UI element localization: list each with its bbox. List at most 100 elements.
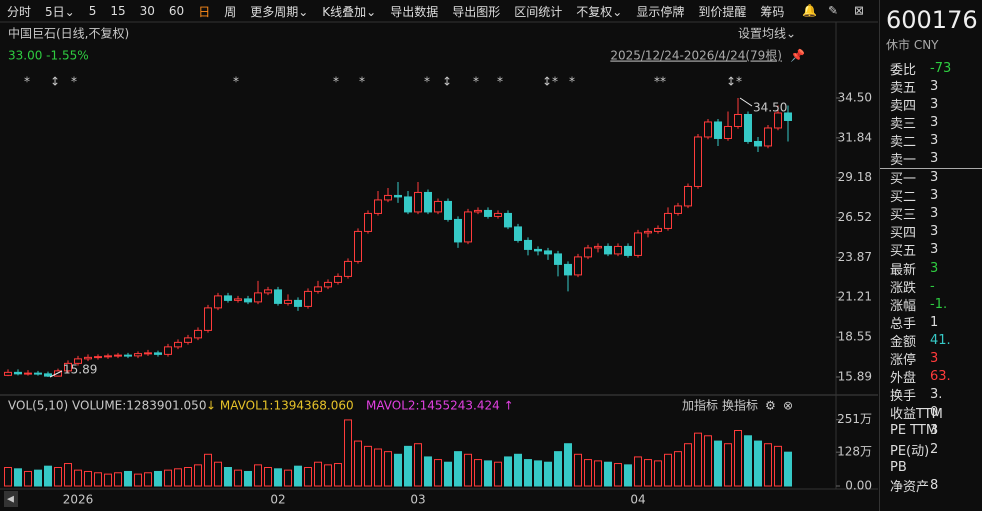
- quote-value: 3: [930, 224, 939, 240]
- quote-row: 买五 3: [880, 241, 982, 259]
- quote-value: 2: [930, 441, 939, 457]
- scroll-left[interactable]: [4, 491, 18, 507]
- volume-bar: [54, 467, 62, 487]
- toolbar-item[interactable]: 5: [88, 4, 97, 18]
- range: 2025/12/24-2026/4/24(79根): [610, 49, 782, 63]
- candle-body: [484, 209, 492, 217]
- volume-bar: [24, 470, 32, 487]
- quote-label: 买二: [890, 190, 917, 206]
- toolbar-item[interactable]: 15: [110, 4, 126, 18]
- min-label: 15.89: [63, 363, 97, 377]
- candle-body: [764, 127, 772, 147]
- candle-body: [394, 194, 402, 198]
- toolbar-item[interactable]: 日: [198, 4, 211, 19]
- volume-bar: [304, 467, 312, 487]
- volume-bar: [744, 435, 752, 487]
- volume-bar: [704, 435, 712, 487]
- event-marker: **: [654, 75, 666, 89]
- candle-body: [714, 121, 722, 139]
- volume-bar: [234, 469, 242, 487]
- volume-bar: [224, 467, 232, 487]
- toolbar-item[interactable]: K线叠加⌄: [322, 4, 377, 19]
- volume-bar: [644, 459, 652, 487]
- tool-icon[interactable]: ⊠: [854, 4, 864, 18]
- volume-bar: [64, 463, 72, 487]
- toolbar-item[interactable]: 显示停牌: [636, 4, 685, 19]
- vol-tick-label: 0.00: [845, 479, 872, 493]
- volume-bar: [264, 467, 272, 487]
- volume-bar: [524, 459, 532, 487]
- candle-body: [514, 226, 522, 241]
- volume-bar: [214, 461, 222, 487]
- volume-bar: [4, 467, 12, 487]
- volume-bar: [774, 445, 782, 487]
- quote-row: 总手 1: [880, 313, 982, 332]
- volume-bar: [444, 461, 452, 487]
- candle-body: [464, 211, 472, 243]
- toolbar-item[interactable]: 30: [139, 4, 155, 18]
- candle-body: [744, 113, 752, 142]
- candle-body: [374, 199, 382, 214]
- volume-bar: [134, 473, 142, 487]
- toolbar-item[interactable]: 5日⌄: [45, 4, 75, 19]
- y-tick-label: 31.84: [838, 130, 872, 144]
- candle-body: [124, 354, 132, 357]
- scroll-icon[interactable]: ◀: [7, 495, 14, 505]
- add-indicator[interactable]: 加指标: [682, 398, 718, 413]
- quote-label: 总手: [890, 316, 917, 332]
- volume-bar: [104, 473, 112, 487]
- volume-bar: [204, 453, 212, 487]
- switch-indicator[interactable]: 换指标: [722, 398, 758, 413]
- candle-body: [294, 299, 302, 307]
- candle-body: [654, 227, 662, 232]
- volume-bar: [494, 461, 502, 487]
- y-tick-label: 23.87: [838, 250, 872, 264]
- vol-tick-label: 128万: [837, 445, 872, 459]
- quote-row: 净资产 8: [880, 476, 982, 495]
- toolbar-item[interactable]: 区间统计: [514, 4, 563, 19]
- chart-title: 中国巨石(日线,不复权): [8, 26, 129, 41]
- candle-body: [194, 329, 202, 339]
- candle-body: [14, 371, 22, 375]
- quote-value: 1: [930, 314, 939, 330]
- volume-bar: [614, 463, 622, 487]
- toolbar-item[interactable]: 导出图形: [452, 4, 501, 19]
- toolbar-item[interactable]: 导出数据: [390, 4, 439, 19]
- toolbar-item[interactable]: 60: [168, 4, 185, 18]
- quote-row: 卖二 3: [880, 131, 982, 150]
- tool-icon[interactable]: ✎: [828, 4, 838, 18]
- quote-label: 涨停: [890, 353, 917, 369]
- volume-bar: [784, 451, 792, 487]
- volume-bar: [514, 453, 522, 487]
- settings-icon[interactable]: ⚙: [765, 399, 776, 413]
- toolbar-item[interactable]: 周: [224, 4, 237, 19]
- toolbar-item[interactable]: 筹码: [760, 4, 785, 19]
- quote-value: -73: [930, 60, 952, 76]
- toolbar-item[interactable]: 更多周期⌄: [250, 4, 309, 19]
- quote-value: 3: [930, 260, 939, 276]
- quote-row: 换手 3.: [880, 386, 982, 404]
- volume-bar: [364, 445, 372, 487]
- pin[interactable]: 📌: [790, 48, 805, 63]
- volume-bar: [154, 470, 162, 487]
- ma-button[interactable]: 设置均线⌄: [738, 27, 796, 41]
- candle-body: [234, 298, 242, 301]
- volume-bar: [754, 440, 762, 487]
- toolbar-item[interactable]: 到价提醒: [698, 4, 747, 19]
- event-marker: *: [497, 75, 503, 89]
- toolbar-item[interactable]: 分时: [7, 4, 32, 19]
- quote-label: 收益TTM: [890, 407, 943, 423]
- quote-row: 涨幅 -1.: [880, 295, 982, 314]
- quote-row: 最新 3: [880, 259, 982, 278]
- candle-body: [264, 289, 272, 294]
- y-tick-label: 29.18: [838, 170, 872, 184]
- event-marker: ↕*: [726, 75, 742, 89]
- tool-icon[interactable]: 🔔: [802, 4, 817, 18]
- event-marker: *: [333, 75, 339, 89]
- close-icon[interactable]: ⊗: [783, 399, 793, 413]
- toolbar-item[interactable]: 不复权⌄: [576, 4, 623, 19]
- quote-value: -: [930, 278, 935, 294]
- x-tick-label: 03: [410, 493, 425, 507]
- volume-bar: [144, 472, 152, 487]
- candle-body: [304, 290, 312, 307]
